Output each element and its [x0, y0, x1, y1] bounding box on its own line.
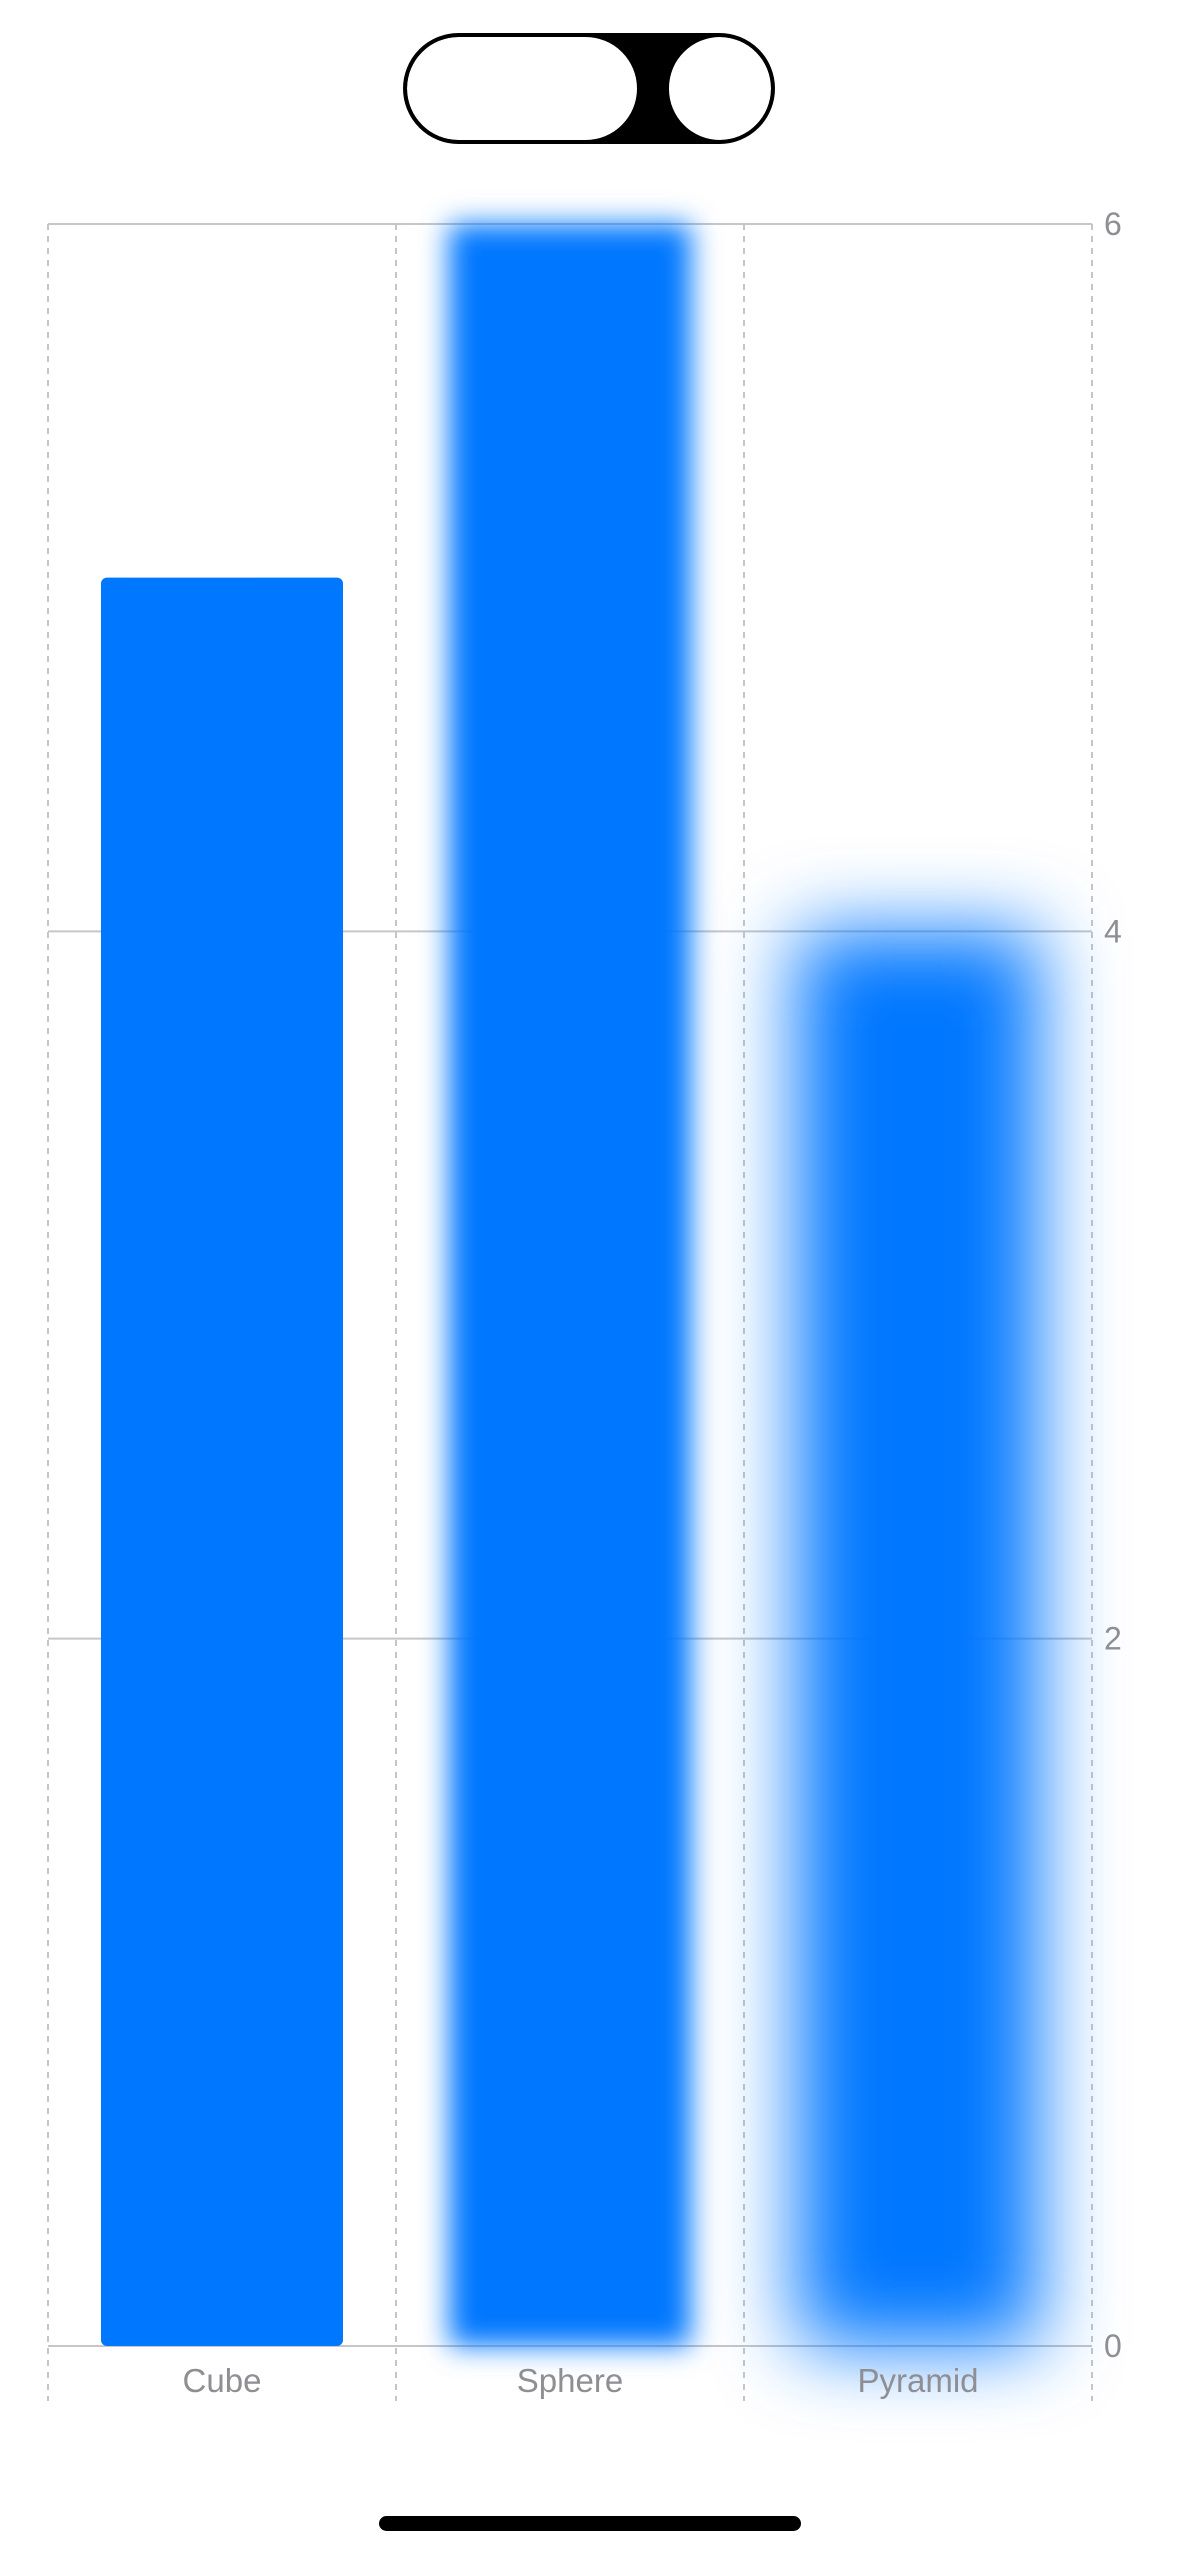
y-tick-label: 0 — [1104, 2328, 1122, 2364]
x-tick-label: Pyramid — [857, 2362, 978, 2399]
bar-cube[interactable] — [101, 577, 343, 2346]
y-tick-label: 2 — [1104, 1621, 1122, 1657]
bar-pyramid[interactable] — [797, 931, 1039, 2347]
x-tick-label: Cube — [183, 2362, 262, 2399]
segment-right[interactable] — [669, 37, 771, 140]
bar-chart: 0 2 4 6 Cube Sphere Pyramid — [47, 206, 1122, 2401]
axis-labels: 0 2 4 6 Cube Sphere Pyramid — [183, 206, 1122, 2399]
x-tick-label: Sphere — [517, 2362, 623, 2399]
home-indicator[interactable] — [379, 2516, 801, 2531]
bar-sphere[interactable] — [449, 224, 691, 2346]
y-tick-label: 6 — [1104, 206, 1122, 242]
bars — [101, 224, 1039, 2347]
segmented-control[interactable] — [403, 33, 775, 144]
segment-left[interactable] — [407, 37, 637, 140]
y-tick-label: 4 — [1104, 913, 1122, 949]
